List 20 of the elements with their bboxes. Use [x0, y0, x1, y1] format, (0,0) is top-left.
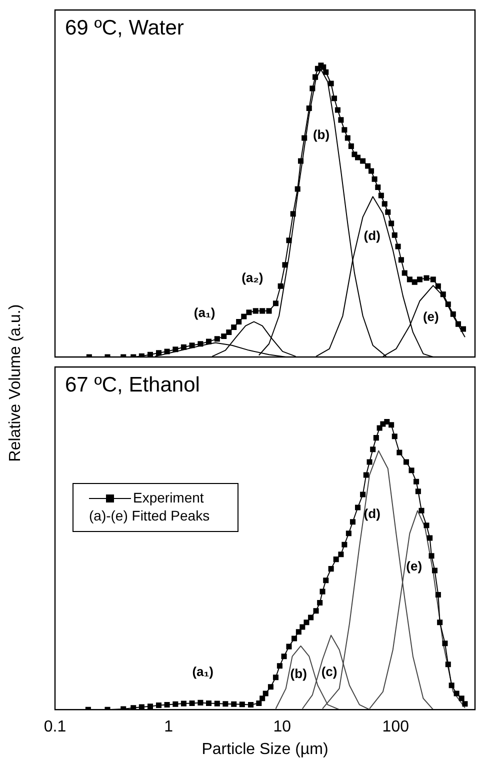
annotation: (c) [321, 664, 338, 680]
x-tick-label: 1 [164, 718, 174, 736]
x-tick-label: 10 [273, 718, 292, 736]
chart-title: 67 ºC, Ethanol [65, 373, 200, 396]
annotation: (a)-(e) Fitted Peaks [89, 507, 210, 524]
x-tick-label: 0.1 [44, 718, 66, 736]
annotation: (b) [290, 666, 307, 682]
annotation: (d) [364, 506, 380, 522]
annotation: (a₁) [194, 305, 216, 320]
annotation: (e) [422, 309, 439, 324]
y-axis-title: Relative Volume (a.u.) [7, 304, 25, 462]
annotation: (e) [406, 558, 422, 574]
annotation: (a₁) [192, 664, 214, 680]
annotation: (d) [364, 228, 380, 244]
x-tick-label: 100 [382, 718, 410, 736]
x-axis-title: Particle Size (µm) [202, 740, 328, 758]
chart-title: 69 ºC, Water [65, 16, 184, 40]
legend-label: Experiment [133, 489, 204, 506]
annotation: (b) [312, 126, 330, 142]
annotation: (a₂) [242, 270, 264, 285]
